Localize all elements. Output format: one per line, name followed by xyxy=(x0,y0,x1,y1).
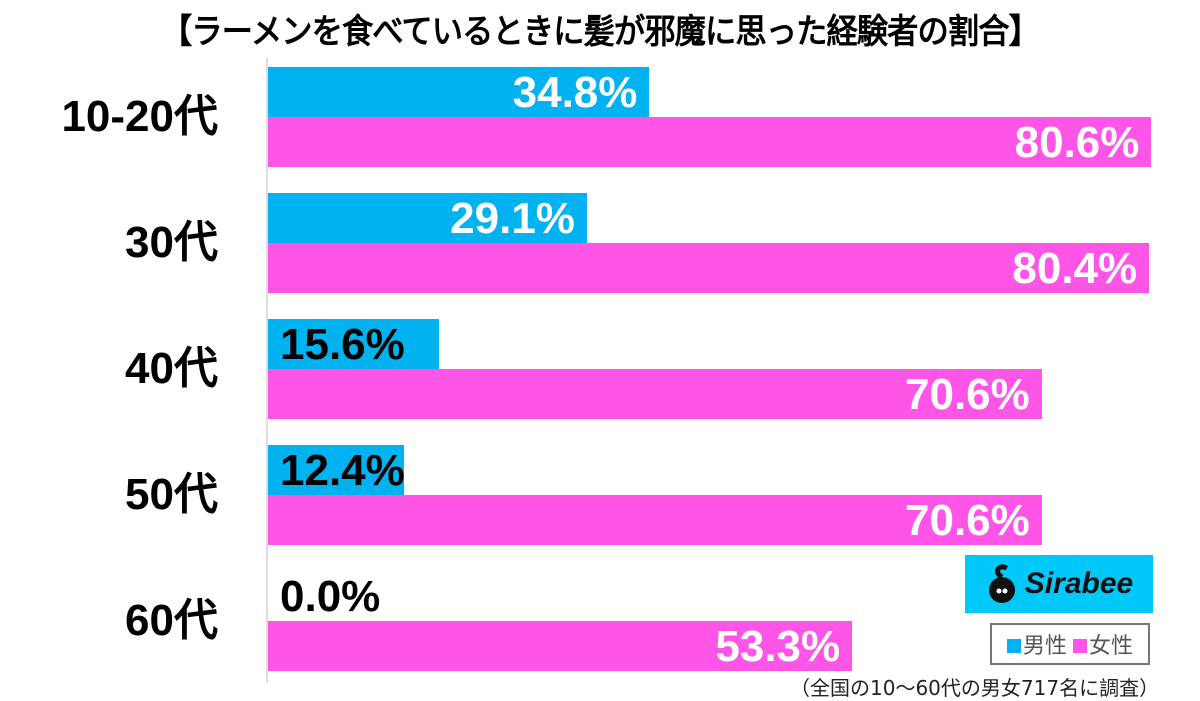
legend-item-male: 男性 xyxy=(1006,628,1067,660)
bar-female xyxy=(268,117,1152,167)
bar-male xyxy=(268,193,587,243)
value-label-female: 53.3% xyxy=(715,622,841,671)
category-label: 30代 xyxy=(125,218,218,267)
value-label-male: 12.4% xyxy=(280,446,405,495)
bar-female xyxy=(268,495,1042,545)
value-label-male: 0.0% xyxy=(280,572,381,621)
category-label: 50代 xyxy=(125,470,218,519)
sirabee-logo: Sirabee xyxy=(965,555,1153,613)
bar-female xyxy=(268,243,1150,293)
value-label-male: 34.8% xyxy=(512,68,638,117)
legend: 男性 女性 xyxy=(990,623,1150,665)
legend-label-male: 男性 xyxy=(1022,634,1067,659)
bar-female xyxy=(268,621,853,671)
value-label-female: 80.4% xyxy=(1012,244,1138,293)
legend-swatch-female xyxy=(1073,639,1087,653)
bar-female xyxy=(268,369,1042,419)
bar-male xyxy=(268,67,650,117)
y-axis-line xyxy=(266,58,268,683)
category-label: 60代 xyxy=(125,596,218,645)
category-label: 10-20代 xyxy=(61,92,218,141)
value-label-female: 70.6% xyxy=(905,370,1030,419)
legend-label-female: 女性 xyxy=(1089,634,1134,659)
legend-item-female: 女性 xyxy=(1073,628,1133,660)
value-label-male: 15.6% xyxy=(280,320,405,369)
bar-male xyxy=(268,445,404,495)
bar-male xyxy=(268,319,439,369)
value-label-male: 29.1% xyxy=(450,194,575,243)
value-label-female: 70.6% xyxy=(905,496,1030,545)
value-label-female: 80.6% xyxy=(1014,118,1140,167)
legend-swatch-male xyxy=(1006,639,1021,653)
logo-text: Sirabee xyxy=(1024,567,1134,600)
sirabee-mascot-icon xyxy=(988,564,1015,603)
chart-title: 【ラーメンを食べているときに髪が邪魔に思った経験者の割合】 xyxy=(161,12,1040,52)
category-label: 40代 xyxy=(125,344,218,393)
survey-footnote: （全国の10〜60代の男女717名に調査） xyxy=(790,676,1160,700)
